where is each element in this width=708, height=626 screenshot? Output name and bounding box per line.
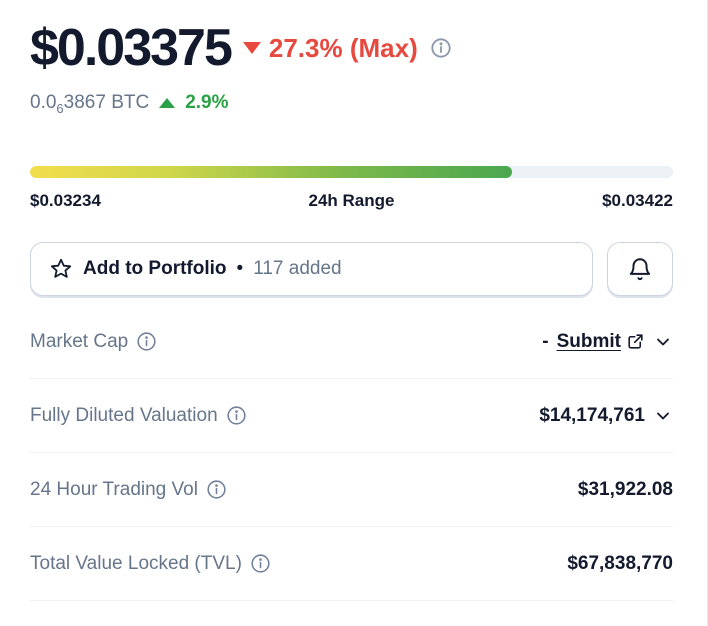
range-section: $0.03234 24h Range $0.03422 bbox=[30, 166, 673, 211]
trading-vol-value: $31,922.08 bbox=[577, 478, 673, 500]
trading-vol-label: 24 Hour Trading Vol bbox=[30, 478, 198, 500]
stat-label: Fully Diluted Valuation bbox=[30, 405, 247, 427]
price-header: $0.03375 27.3% (Max) bbox=[30, 18, 673, 78]
btc-price: 0.063867 BTC bbox=[30, 92, 150, 116]
range-bar-track bbox=[30, 166, 673, 178]
price-change: 27.3% (Max) bbox=[242, 32, 418, 64]
stat-row-market-cap: Market Cap - Submit bbox=[30, 305, 673, 379]
stat-label: Market Cap bbox=[30, 331, 157, 353]
range-label: 24h Range bbox=[308, 191, 395, 210]
triangle-down-icon bbox=[242, 42, 261, 54]
stat-value: - Submit bbox=[542, 331, 673, 353]
stat-value: $14,174,761 bbox=[539, 405, 673, 427]
range-bar-fill bbox=[30, 166, 513, 178]
fdv-value: $14,174,761 bbox=[539, 404, 645, 426]
btc-subscript: 6 bbox=[56, 101, 64, 116]
btc-price-row: 0.063867 BTC 2.9% bbox=[30, 92, 673, 116]
stat-label: 24 Hour Trading Vol bbox=[30, 479, 227, 501]
tvl-value: $67,838,770 bbox=[567, 552, 673, 574]
stat-row-fdv: Fully Diluted Valuation $14,174,761 bbox=[30, 379, 673, 453]
stat-label: Total Value Locked (TVL) bbox=[30, 553, 271, 575]
portfolio-button-label: Add to Portfolio bbox=[83, 258, 227, 279]
add-to-portfolio-button[interactable]: Add to Portfolio • 117 added bbox=[30, 242, 593, 296]
external-link-icon bbox=[628, 334, 643, 349]
btc-change-percent: 2.9% bbox=[185, 92, 229, 113]
stat-row-trading-vol: 24 Hour Trading Vol $31,922.08 bbox=[30, 453, 673, 527]
star-icon bbox=[49, 257, 73, 281]
range-high: $0.03422 bbox=[602, 191, 673, 210]
current-price: $0.03375 bbox=[30, 19, 233, 77]
dot-separator: • bbox=[236, 258, 244, 279]
tvl-label: Total Value Locked (TVL) bbox=[30, 552, 242, 574]
info-icon[interactable] bbox=[206, 479, 227, 500]
notification-bell-button[interactable] bbox=[607, 242, 673, 296]
triangle-up-icon bbox=[159, 98, 176, 108]
stat-value: $67,838,770 bbox=[567, 553, 673, 575]
chevron-down-icon[interactable] bbox=[653, 406, 673, 426]
market-cap-value: - bbox=[542, 330, 549, 352]
range-low: $0.03234 bbox=[30, 191, 101, 210]
submit-link-label: Submit bbox=[556, 330, 621, 352]
chevron-down-icon[interactable] bbox=[653, 332, 673, 352]
info-icon[interactable] bbox=[250, 553, 271, 574]
market-cap-label: Market Cap bbox=[30, 330, 129, 352]
info-icon[interactable] bbox=[136, 331, 157, 352]
bell-icon bbox=[627, 256, 653, 282]
price-change-percent: 27.3% (Max) bbox=[268, 32, 418, 63]
price-info-icon[interactable] bbox=[430, 37, 452, 59]
portfolio-added-count: 117 added bbox=[253, 258, 342, 279]
stat-value: $31,922.08 bbox=[578, 479, 673, 501]
fdv-label: Fully Diluted Valuation bbox=[30, 404, 218, 426]
stats-list: Market Cap - Submit bbox=[30, 305, 673, 601]
action-buttons: Add to Portfolio • 117 added bbox=[30, 242, 673, 296]
info-icon[interactable] bbox=[226, 405, 247, 426]
submit-link[interactable]: Submit bbox=[557, 331, 645, 353]
stat-row-tvl: Total Value Locked (TVL) $67,838,770 bbox=[30, 527, 673, 601]
range-labels: $0.03234 24h Range $0.03422 bbox=[30, 191, 673, 211]
